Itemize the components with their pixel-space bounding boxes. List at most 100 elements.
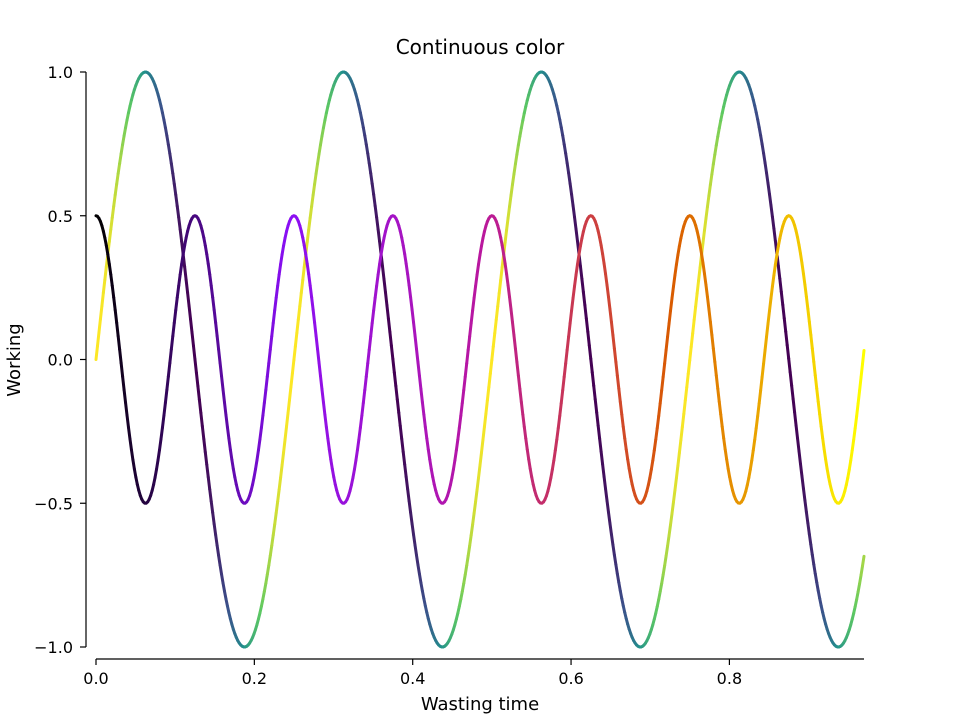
series-1-segment xyxy=(206,475,212,491)
series-1-segment xyxy=(98,304,104,321)
series-2-segment xyxy=(660,375,665,392)
series-2-segment xyxy=(667,309,673,326)
series-1-segment xyxy=(682,399,687,416)
series-1-segment xyxy=(311,182,317,197)
series-2-segment xyxy=(824,457,829,470)
series-2-segment xyxy=(623,436,628,451)
series-2-segment xyxy=(107,262,113,276)
series-1-segment xyxy=(166,143,172,156)
series-2-segment xyxy=(807,320,813,337)
series-1-segment xyxy=(605,499,610,514)
series-1-segment xyxy=(112,193,117,208)
x-tick-label: 0.2 xyxy=(242,669,267,688)
series-2-segment xyxy=(113,308,119,325)
series-2-segment xyxy=(259,414,265,430)
series-2-segment xyxy=(326,437,331,452)
series-1-segment xyxy=(282,438,287,454)
series-layer xyxy=(94,70,866,649)
series-1-segment xyxy=(482,412,488,429)
series-1-segment xyxy=(95,331,101,348)
series-2-segment xyxy=(258,426,263,441)
series-1-segment xyxy=(310,193,315,208)
series-1-segment xyxy=(168,152,173,165)
series-2-segment xyxy=(847,459,853,472)
series-2-segment xyxy=(273,296,278,312)
series-2-segment xyxy=(550,458,556,472)
series-2-segment xyxy=(815,387,820,404)
series-2-segment xyxy=(762,348,767,366)
series-1-segment xyxy=(606,510,612,525)
series-1-segment xyxy=(465,554,470,568)
series-2-segment xyxy=(819,425,825,440)
series-1-segment xyxy=(271,522,277,537)
series-1-segment xyxy=(268,544,274,558)
series-2-segment xyxy=(705,295,711,311)
series-1-segment xyxy=(190,330,195,348)
series-1-segment xyxy=(97,317,102,335)
series-1-segment xyxy=(209,499,215,515)
series-1-segment xyxy=(798,462,804,478)
series-2-segment xyxy=(180,252,185,266)
series-1-segment xyxy=(178,227,184,244)
series-2-segment xyxy=(559,388,565,405)
series-1-segment xyxy=(370,182,376,197)
series-2-segment xyxy=(174,296,179,312)
series-1-segment xyxy=(584,317,590,334)
series-2-segment xyxy=(265,361,271,379)
series-2-segment xyxy=(228,448,234,462)
series-1-segment xyxy=(586,330,591,347)
series-1-segment xyxy=(683,385,689,403)
series-1-segment xyxy=(494,304,500,322)
series-2-segment xyxy=(320,387,325,404)
series-1-segment xyxy=(197,398,203,415)
series-2-segment xyxy=(168,348,173,365)
series-1-segment xyxy=(273,511,278,526)
series-1-segment xyxy=(770,215,776,231)
series-2-segment xyxy=(602,261,608,276)
series-1-segment xyxy=(407,499,413,514)
series-2-segment xyxy=(720,425,726,440)
series-2-segment xyxy=(552,448,557,462)
series-2-segment xyxy=(159,426,164,441)
series-1-segment xyxy=(794,423,800,440)
series-1-segment xyxy=(409,510,414,526)
series-1-segment xyxy=(196,384,201,402)
series-1-segment xyxy=(109,216,114,232)
series-2-segment xyxy=(821,436,826,451)
series-2-segment xyxy=(612,347,618,364)
series-1-segment xyxy=(509,183,514,197)
series-2-segment xyxy=(615,374,621,391)
series-2-segment xyxy=(178,262,184,277)
series-2-segment xyxy=(317,361,322,378)
series-1-segment xyxy=(765,171,770,185)
series-1-segment xyxy=(386,317,392,334)
series-2-segment xyxy=(324,425,330,441)
series-1-segment xyxy=(779,290,785,307)
series-1-segment xyxy=(189,317,194,334)
series-2-segment xyxy=(125,413,130,429)
series-1-segment xyxy=(279,463,284,479)
y-tick-label: 1.0 xyxy=(48,63,73,82)
series-2-segment xyxy=(574,262,579,277)
series-2-segment xyxy=(719,412,724,429)
series-1-segment xyxy=(812,562,817,576)
series-1-segment xyxy=(389,344,395,361)
series-1-segment xyxy=(366,152,371,165)
series-1-segment xyxy=(414,553,420,567)
series-2-segment xyxy=(565,335,571,352)
series-2-segment xyxy=(124,401,129,417)
series-1-segment xyxy=(595,410,600,428)
series-1-segment xyxy=(372,193,377,208)
series-2-segment xyxy=(119,361,125,378)
series-1-segment xyxy=(663,554,668,568)
series-2-segment xyxy=(765,322,770,339)
series-2-segment xyxy=(375,273,380,288)
series-2-segment xyxy=(412,320,417,338)
series-1-segment xyxy=(562,142,568,155)
series-2-segment xyxy=(122,388,128,405)
series-1-segment xyxy=(609,532,615,547)
series-2-segment xyxy=(109,272,114,288)
series-2-segment xyxy=(110,284,116,300)
series-1-segment xyxy=(285,411,290,429)
series-2-segment xyxy=(305,262,311,276)
